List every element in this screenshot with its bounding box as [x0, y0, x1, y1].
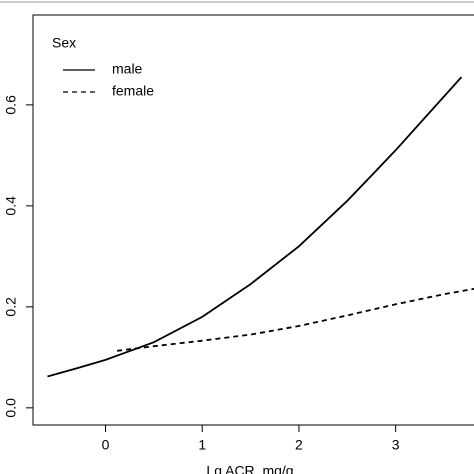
plot-frame: [32, 14, 474, 426]
legend-label: male: [112, 61, 143, 77]
x-tick-label: 2: [295, 437, 303, 453]
x-tick-label: 0: [102, 437, 110, 453]
x-axis-label: Lg ACR, mg/g: [206, 463, 293, 474]
y-tick-label: 0.4: [3, 196, 19, 216]
plot-area: [47, 76, 474, 378]
x-tick-label: 3: [392, 437, 400, 453]
line-series: [47, 76, 463, 378]
x-tick-label: 1: [198, 437, 206, 453]
y-tick-label: 0.2: [3, 297, 19, 317]
legend-title: Sex: [52, 35, 76, 51]
y-tick-label: 0.6: [3, 95, 19, 115]
y-tick-label: 0.0: [3, 398, 19, 418]
line-series: [116, 287, 474, 352]
legend-label: female: [112, 83, 154, 99]
